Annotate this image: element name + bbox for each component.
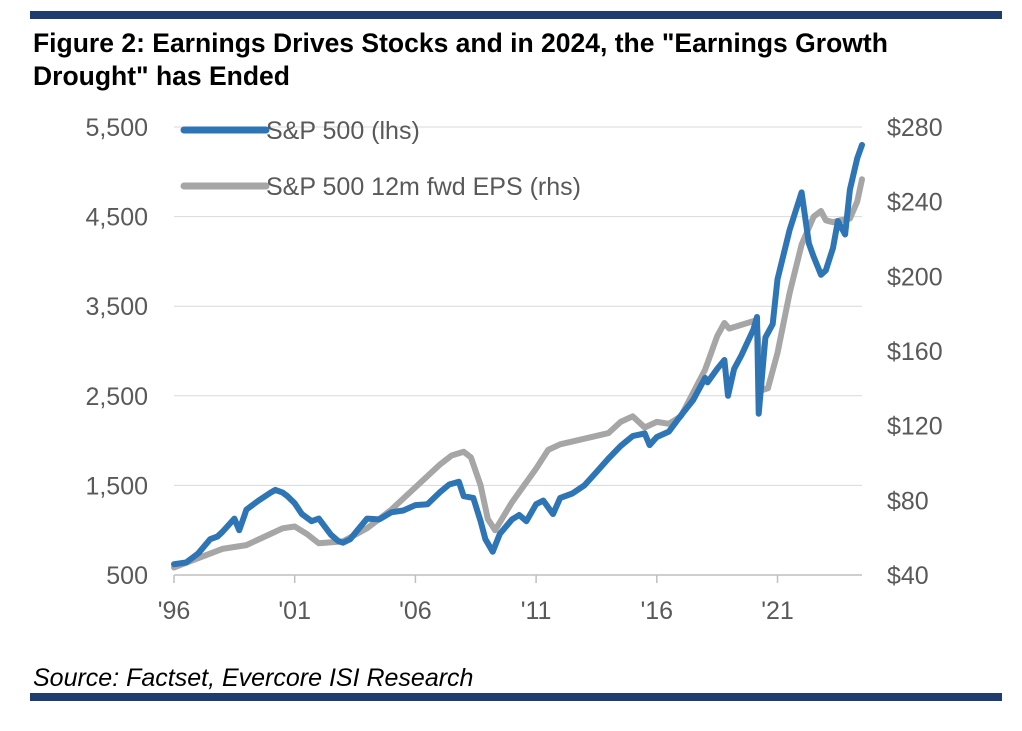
right-tick-label: $120 — [887, 413, 943, 441]
x-axis-ticks: '96 '01 '06 '11 '16 '21 — [158, 575, 794, 625]
left-tick-label: 5,500 — [85, 114, 148, 142]
x-tick-label: '96 — [158, 597, 191, 625]
x-tick-label: '01 — [278, 597, 311, 625]
left-tick-label: 3,500 — [85, 293, 148, 321]
x-tick-label: '11 — [521, 597, 552, 625]
left-tick-label: 2,500 — [85, 383, 148, 411]
legend: S&P 500 (lhs) S&P 500 12m fwd EPS (rhs) — [180, 117, 581, 201]
legend-eps-label: S&P 500 12m fwd EPS (rhs) — [266, 173, 581, 201]
figure-title: Figure 2: Earnings Drives Stocks and in … — [33, 28, 888, 91]
left-tick-label: 1,500 — [85, 472, 148, 500]
x-tick-label: '16 — [641, 597, 674, 625]
right-tick-label: $240 — [887, 189, 943, 217]
legend-sp500-label: S&P 500 (lhs) — [266, 117, 420, 145]
left-tick-label: 4,500 — [85, 204, 148, 232]
right-tick-label: $80 — [887, 487, 929, 515]
bottom-rule — [30, 693, 1002, 701]
series-lines — [171, 141, 865, 571]
eps-line — [171, 176, 865, 571]
right-tick-label: $200 — [887, 263, 943, 291]
sp500-line — [171, 141, 865, 568]
right-tick-label: $280 — [887, 114, 943, 142]
source-note: Source: Factset, Evercore ISI Research — [33, 664, 474, 692]
right-axis-ticks: $280 $240 $200 $160 $120 $80 $40 — [887, 114, 943, 590]
x-tick-label: '06 — [399, 597, 432, 625]
x-tick-label: '21 — [761, 597, 794, 625]
gridlines — [174, 126, 862, 486]
right-tick-label: $40 — [887, 562, 929, 590]
left-tick-label: 500 — [106, 562, 148, 590]
right-tick-label: $160 — [887, 338, 943, 366]
top-rule — [30, 11, 1002, 19]
left-axis-ticks: 5,500 4,500 3,500 2,500 1,500 500 — [85, 114, 148, 590]
